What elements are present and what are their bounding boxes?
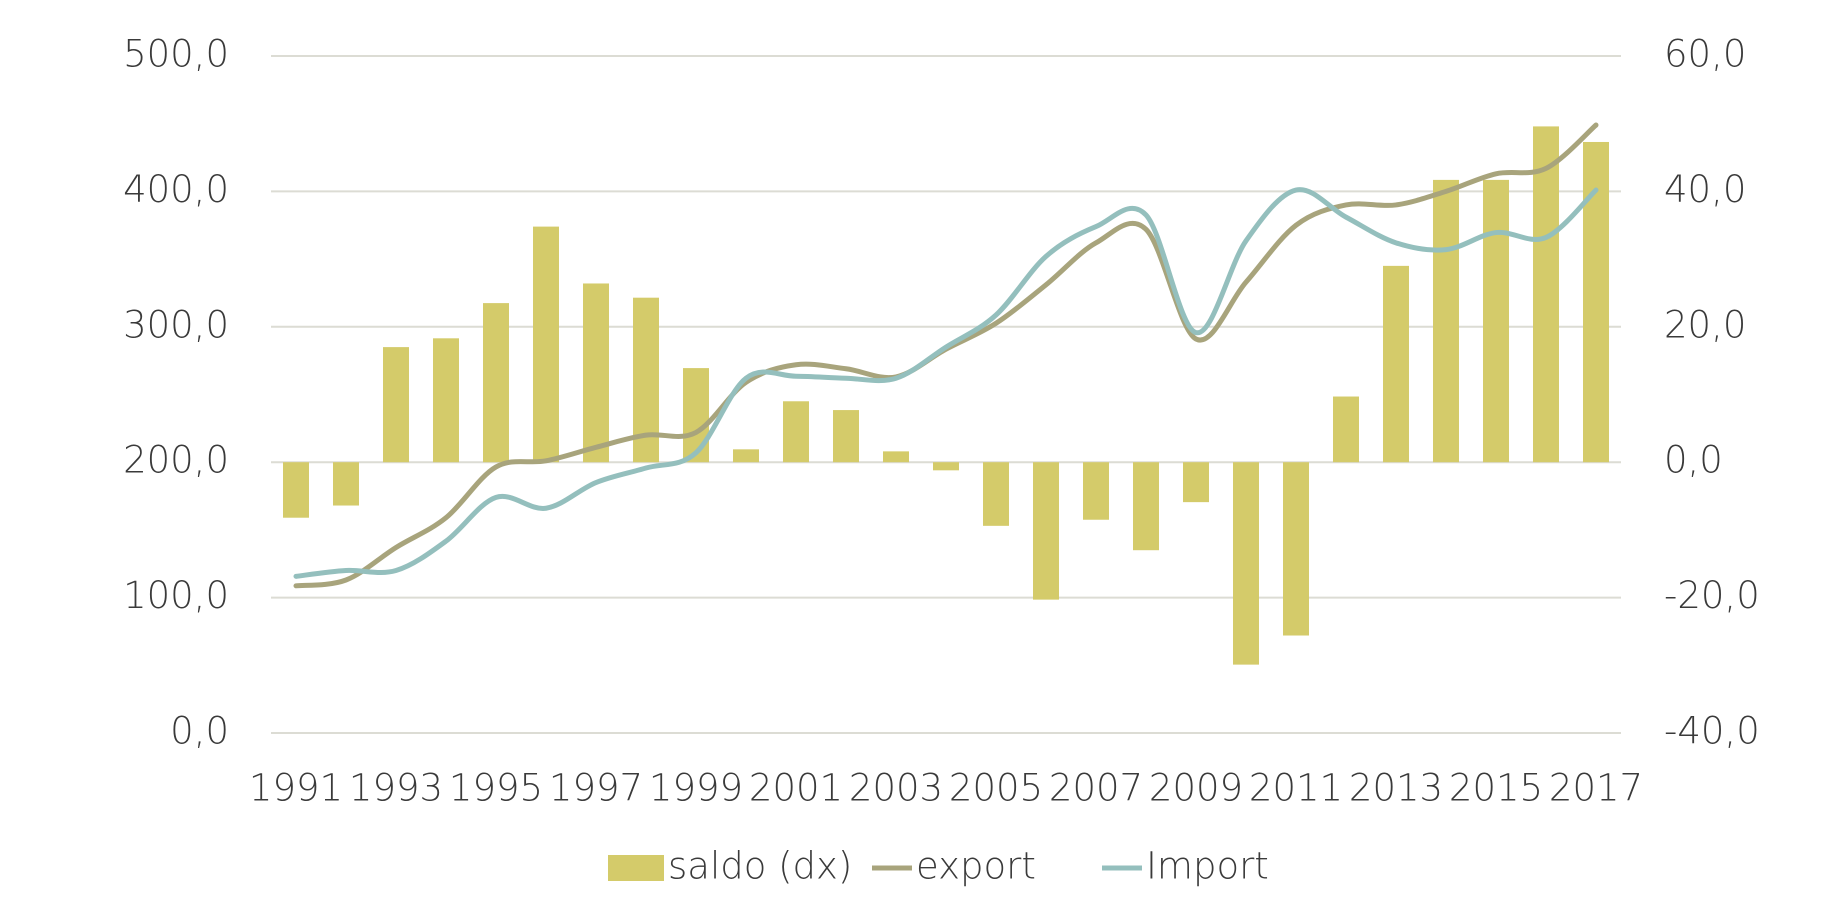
x-tick-label: 2017 — [1549, 767, 1643, 810]
y-tick-label: 100,0 — [123, 574, 229, 617]
bar — [1483, 179, 1509, 463]
x-tick-label: 1995 — [449, 767, 543, 810]
bar — [1083, 462, 1109, 520]
x-tick-label: 1993 — [349, 767, 443, 810]
x-tick-label: 2013 — [1349, 767, 1443, 810]
bar — [833, 410, 859, 463]
bar — [1333, 396, 1359, 463]
bar — [883, 451, 909, 463]
y-tick-label: 400,0 — [123, 168, 229, 211]
y2-tick-label: 0,0 — [1664, 439, 1723, 482]
bar — [783, 401, 809, 463]
bar — [1283, 462, 1309, 636]
x-tick-label: 2009 — [1149, 767, 1243, 810]
bar — [983, 462, 1009, 526]
y2-tick-label: 20,0 — [1664, 303, 1746, 346]
bar — [583, 283, 609, 463]
y2-tick-label: 40,0 — [1664, 168, 1746, 211]
bar — [533, 226, 559, 463]
bar — [1533, 126, 1559, 463]
bar — [483, 303, 509, 463]
line — [293, 187, 1599, 579]
bar — [683, 368, 709, 463]
bar — [733, 449, 759, 463]
x-tick-label: 2003 — [849, 767, 943, 810]
bar — [283, 462, 309, 518]
y2-tick-label: 60,0 — [1664, 33, 1746, 76]
legend-label: Import — [1146, 845, 1269, 888]
bar — [1133, 462, 1159, 551]
x-tick-label: 2001 — [749, 767, 843, 810]
y-tick-label: 0,0 — [170, 710, 229, 753]
bar — [1433, 179, 1459, 463]
y-tick-label: 300,0 — [123, 303, 229, 346]
bar — [1183, 462, 1209, 503]
x-tick-label: 2011 — [1249, 767, 1343, 810]
bar — [383, 347, 409, 463]
y2-tick-label: -20,0 — [1664, 574, 1760, 617]
x-tick-label: 2007 — [1049, 767, 1143, 810]
bar — [433, 338, 459, 463]
x-tick-label: 2005 — [949, 767, 1043, 810]
bar — [1383, 265, 1409, 463]
legend-swatch — [608, 855, 664, 881]
x-tick-label: 2015 — [1449, 767, 1543, 810]
bar — [1583, 141, 1609, 463]
y2-tick-label: -40,0 — [1664, 710, 1760, 753]
y-tick-label: 500,0 — [123, 33, 229, 76]
bar — [333, 462, 359, 506]
x-tick-label: 1999 — [649, 767, 743, 810]
line — [293, 122, 1599, 589]
bar — [1033, 462, 1059, 600]
legend-label: export — [916, 845, 1036, 888]
legend-label: saldo (dx) — [668, 845, 852, 888]
y-tick-label: 200,0 — [123, 439, 229, 482]
x-tick-label: 1991 — [249, 767, 343, 810]
x-tick-label: 1997 — [549, 767, 643, 810]
bar — [1233, 462, 1259, 665]
bar — [933, 462, 959, 471]
